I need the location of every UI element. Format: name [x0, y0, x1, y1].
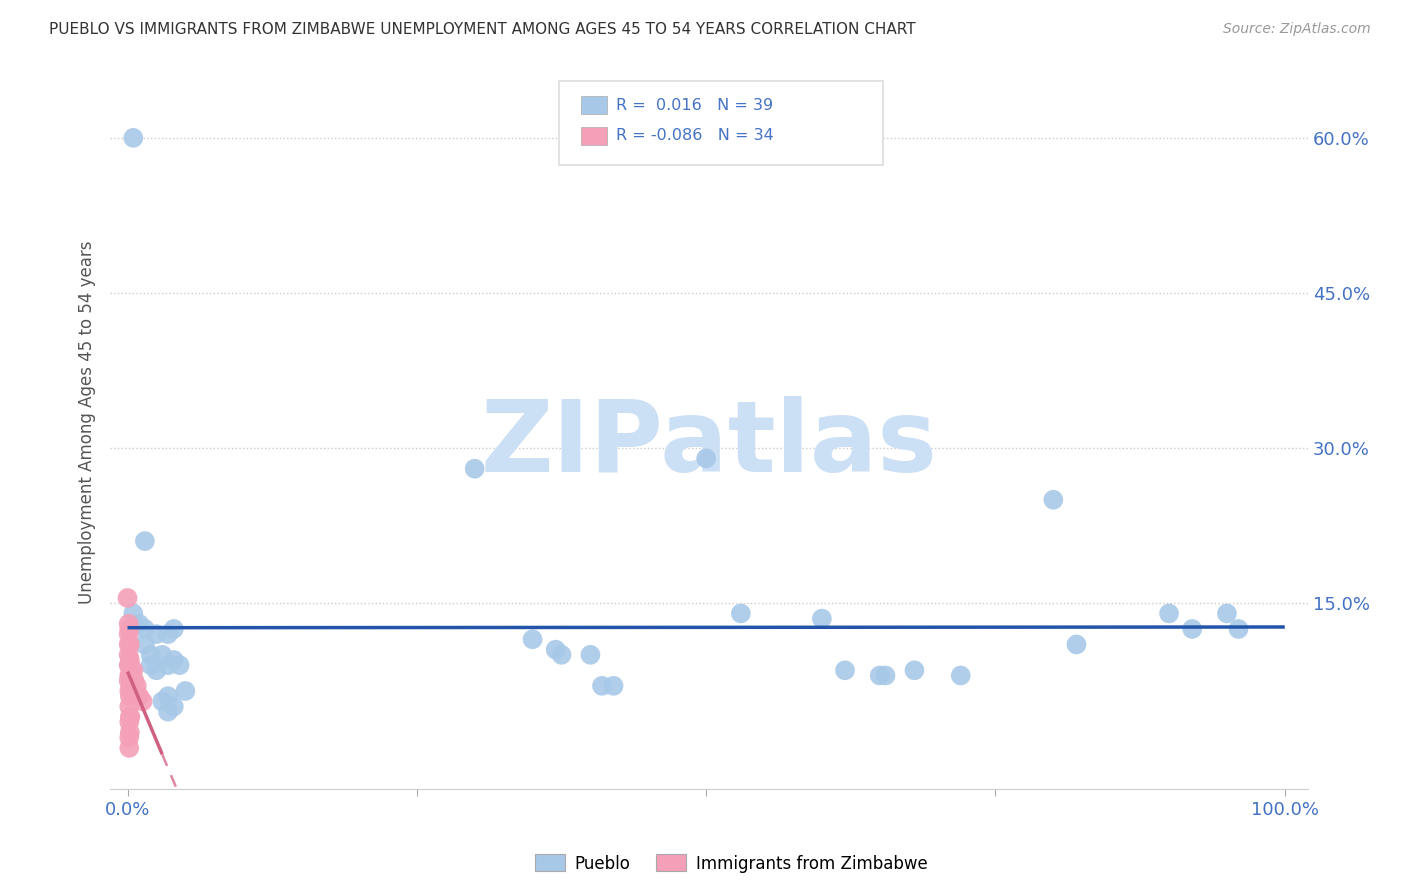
Point: [118, 714, 141, 729]
Point: [120, 663, 142, 677]
Point: [157, 689, 180, 703]
Point: [118, 684, 141, 698]
Point: [145, 663, 167, 677]
Point: [122, 663, 145, 677]
Point: [550, 648, 572, 662]
Point: [118, 637, 141, 651]
Point: [131, 694, 153, 708]
Point: [1227, 622, 1250, 636]
Point: [150, 694, 173, 708]
Point: [1042, 492, 1064, 507]
Point: [903, 663, 925, 677]
Point: [118, 740, 141, 755]
FancyBboxPatch shape: [560, 81, 883, 165]
Point: [139, 658, 162, 673]
Legend: Pueblo, Immigrants from Zimbabwe: Pueblo, Immigrants from Zimbabwe: [529, 847, 934, 880]
Point: [139, 648, 162, 662]
Point: [118, 668, 141, 682]
Point: [1066, 637, 1088, 651]
Point: [128, 689, 150, 703]
Point: [730, 607, 752, 621]
Point: [869, 668, 891, 682]
Point: [1157, 607, 1180, 621]
Point: [875, 668, 897, 682]
Text: R = -0.086   N = 34: R = -0.086 N = 34: [616, 128, 773, 144]
Point: [118, 648, 141, 662]
Point: [1181, 622, 1204, 636]
Point: [157, 627, 180, 641]
FancyBboxPatch shape: [581, 96, 607, 114]
Point: [118, 725, 141, 739]
Point: [163, 622, 186, 636]
Point: [118, 627, 141, 641]
Point: [127, 689, 149, 703]
Point: [120, 679, 142, 693]
Point: [118, 710, 141, 724]
Point: [1216, 607, 1239, 621]
Point: [117, 591, 139, 605]
Point: [118, 637, 141, 651]
Point: [157, 705, 180, 719]
FancyBboxPatch shape: [581, 127, 607, 145]
Point: [120, 679, 142, 693]
Text: R =  0.016   N = 39: R = 0.016 N = 39: [616, 97, 773, 112]
Point: [579, 648, 602, 662]
Point: [121, 668, 143, 682]
Point: [118, 699, 141, 714]
Point: [163, 699, 186, 714]
Point: [125, 679, 148, 693]
Point: [591, 679, 613, 693]
Text: Source: ZipAtlas.com: Source: ZipAtlas.com: [1223, 22, 1371, 37]
Point: [464, 461, 486, 475]
Text: PUEBLO VS IMMIGRANTS FROM ZIMBABWE UNEMPLOYMENT AMONG AGES 45 TO 54 YEARS CORREL: PUEBLO VS IMMIGRANTS FROM ZIMBABWE UNEMP…: [49, 22, 915, 37]
Point: [949, 668, 972, 682]
Point: [118, 689, 141, 703]
Point: [118, 731, 141, 745]
Point: [150, 648, 173, 662]
Point: [157, 658, 180, 673]
Point: [145, 627, 167, 641]
Point: [118, 673, 141, 688]
Point: [120, 710, 142, 724]
Point: [128, 616, 150, 631]
Point: [134, 534, 156, 549]
Point: [811, 612, 834, 626]
Point: [118, 653, 141, 667]
Point: [522, 632, 544, 647]
Point: [602, 679, 624, 693]
Point: [120, 658, 142, 673]
Point: [118, 622, 141, 636]
Point: [124, 673, 146, 688]
Point: [121, 679, 143, 693]
Point: [169, 658, 191, 673]
Point: [544, 642, 567, 657]
Point: [134, 622, 156, 636]
Point: [174, 684, 197, 698]
Point: [118, 658, 141, 673]
Point: [695, 451, 717, 466]
Point: [122, 131, 145, 145]
Point: [834, 663, 856, 677]
Point: [134, 637, 156, 651]
Point: [118, 616, 141, 631]
Point: [122, 607, 145, 621]
Y-axis label: Unemployment Among Ages 45 to 54 years: Unemployment Among Ages 45 to 54 years: [79, 241, 96, 604]
Point: [118, 668, 141, 682]
Text: ZIPatlas: ZIPatlas: [481, 396, 938, 492]
Point: [163, 653, 186, 667]
Point: [118, 658, 141, 673]
